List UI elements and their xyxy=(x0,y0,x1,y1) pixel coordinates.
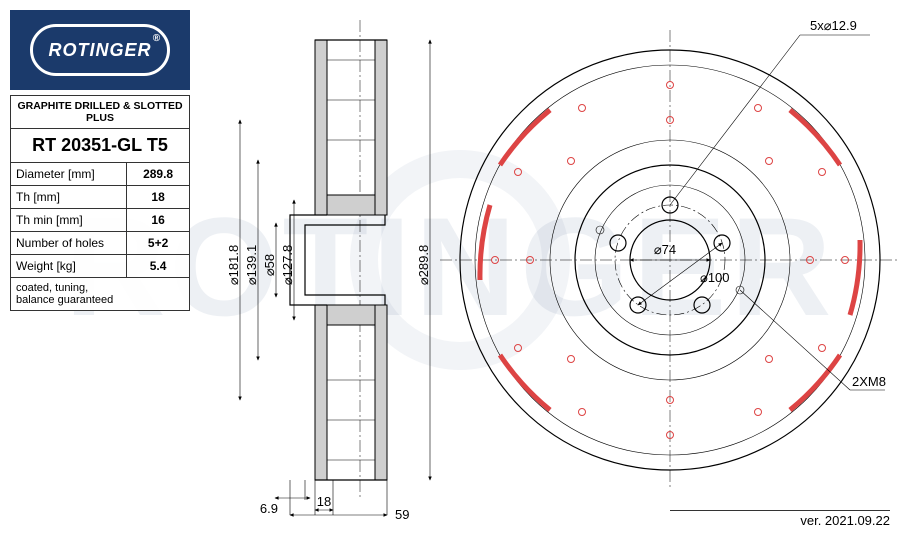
version-label: ver. 2021.09.22 xyxy=(670,510,890,528)
dim-d1: ⌀181.8 xyxy=(226,245,241,285)
table-row: Diameter [mm]289.8 xyxy=(11,163,189,186)
table-row: Th [mm]18 xyxy=(11,186,189,209)
dim-bl: 6.9 xyxy=(260,501,278,516)
dim-thread: 2XM8 xyxy=(852,374,886,389)
dim-d2: ⌀139.1 xyxy=(244,245,259,285)
dim-d3: ⌀58 xyxy=(262,254,277,276)
table-row: Number of holes5+2 xyxy=(11,232,189,255)
dim-pcd: ⌀100 xyxy=(700,270,730,285)
dim-bolt: 5x⌀12.9 xyxy=(810,18,857,33)
spec-panel: GRAPHITE DRILLED & SLOTTED PLUS RT 20351… xyxy=(10,95,190,311)
table-row: Weight [kg]5.4 xyxy=(11,255,189,278)
dim-bm: 18 xyxy=(317,494,331,509)
logo-text: ROTINGER xyxy=(48,40,151,61)
logo: ROTINGER ® xyxy=(10,10,190,90)
technical-drawing: ⌀181.8 ⌀139.1 ⌀58 ⌀127.8 ⌀289.8 6.9 18 5… xyxy=(200,0,900,534)
table-row: Th min [mm]16 xyxy=(11,209,189,232)
panel-notes: coated, tuning, balance guaranteed xyxy=(11,278,189,310)
logo-reg: ® xyxy=(153,33,161,44)
panel-title: GRAPHITE DRILLED & SLOTTED PLUS xyxy=(11,96,189,129)
part-number: RT 20351-GL T5 xyxy=(11,129,189,163)
dim-br: 59 xyxy=(395,507,409,522)
spec-table: Diameter [mm]289.8 Th [mm]18 Th min [mm]… xyxy=(11,163,189,278)
dim-d4: ⌀127.8 xyxy=(280,245,295,285)
dim-bore: ⌀74 xyxy=(654,242,676,257)
dim-d5: ⌀289.8 xyxy=(416,245,431,285)
